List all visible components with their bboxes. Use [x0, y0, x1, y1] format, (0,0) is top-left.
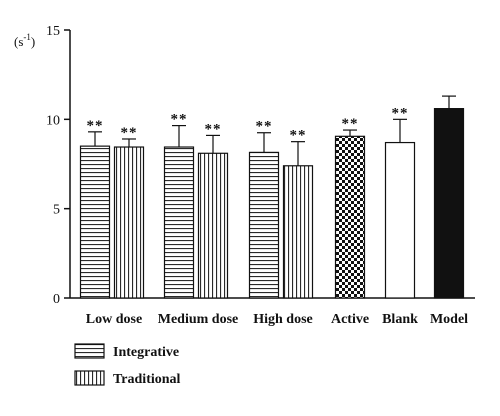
bar [248, 151, 280, 299]
y-tick-label: 15 [46, 24, 60, 39]
unit-close: ) [31, 34, 35, 49]
bar [384, 141, 416, 299]
unit-open: (s [14, 34, 23, 49]
significance-label: ** [171, 112, 188, 128]
error-bars [88, 95, 456, 166]
significance-labels: ** ** ** ** ** ** ** ** [87, 105, 409, 144]
legend-swatch [74, 370, 105, 386]
y-axis-unit: (s-1) [14, 32, 35, 49]
category-label: Medium dose [158, 312, 239, 327]
category-label: Blank [382, 312, 418, 327]
category-label: High dose [253, 312, 313, 327]
y-tick-label: 10 [46, 113, 60, 128]
category-label: Model [430, 312, 468, 327]
significance-label: ** [342, 116, 359, 132]
significance-label: ** [121, 125, 138, 141]
bar [113, 146, 145, 299]
y-ticks: 0 5 10 15 [46, 24, 70, 307]
bar [433, 108, 465, 299]
bar [197, 152, 229, 299]
legend-swatch [74, 343, 105, 359]
category-label: Low dose [86, 312, 142, 327]
significance-label: ** [87, 118, 104, 134]
significance-label: ** [205, 121, 222, 137]
y-tick-label: 5 [53, 203, 60, 218]
bar [334, 135, 366, 299]
bar [282, 165, 314, 299]
significance-label: ** [290, 128, 307, 144]
bars [79, 108, 465, 299]
legend-label: Integrative [113, 345, 179, 360]
bar [163, 146, 195, 299]
category-label: Active [331, 312, 369, 327]
y-tick-label: 0 [53, 292, 60, 307]
category-labels: Low dose Medium dose High dose Active Blank M… [86, 312, 468, 327]
significance-label: ** [392, 105, 409, 121]
bar [79, 145, 111, 299]
legend-label: Traditional [113, 372, 181, 387]
legend: Integrative Traditional [74, 343, 181, 387]
significance-label: ** [256, 119, 273, 135]
unit-exponent: -1 [23, 32, 31, 42]
